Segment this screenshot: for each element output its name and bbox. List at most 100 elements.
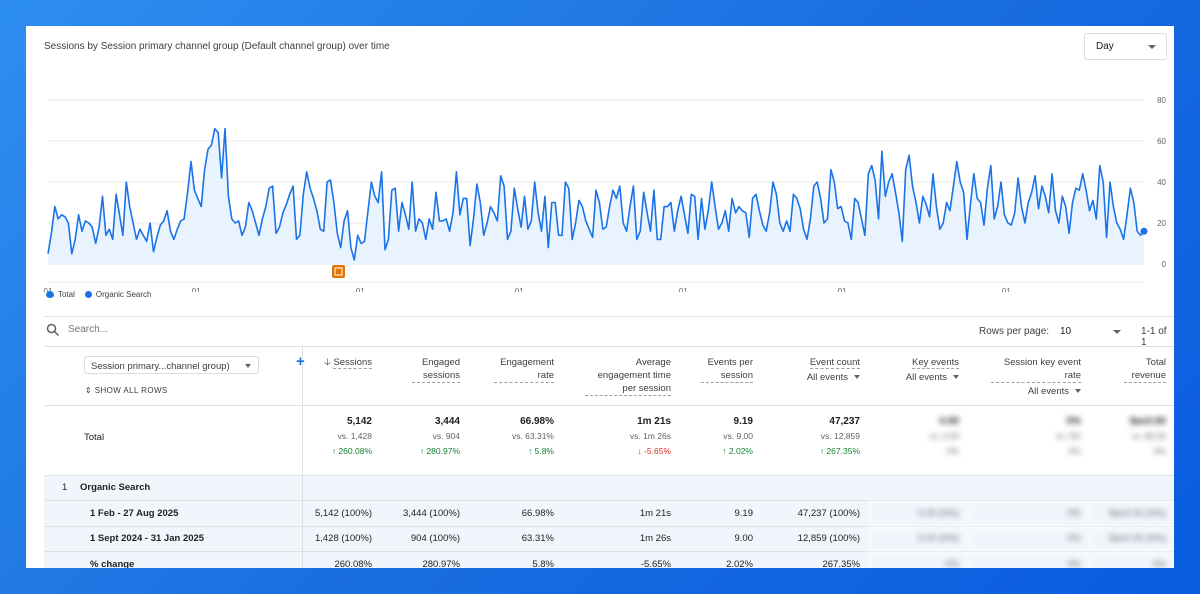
change-value: 0% <box>1068 445 1081 456</box>
change-value: 0% <box>946 445 959 456</box>
table-cell: 9.00 <box>679 525 761 552</box>
data-table: Session primary...channel group) + ⇕ SHO… <box>44 347 1174 568</box>
chart-legend: Total Organic Search <box>46 290 152 299</box>
rows-per-page-label: Rows per page: <box>979 326 1050 337</box>
x-tick-day: 01 <box>679 287 688 292</box>
total-value: 1m 21s <box>637 415 671 427</box>
change-value: ↑ 267.35% <box>819 445 860 456</box>
total-value: 3,444 <box>434 415 460 427</box>
table-cell: 47,237 (100%) <box>761 500 868 526</box>
search-input[interactable] <box>68 324 368 335</box>
table-cell: 1,428 (100%) <box>302 525 380 552</box>
column-header-engagement-rate[interactable]: Engagement rate <box>468 347 562 405</box>
column-header-events-per-session[interactable]: Events per session <box>679 347 761 405</box>
table-cell: 904 (100%) <box>380 525 468 552</box>
sessions-line-chart[interactable]: 80604020001Feb01Mar01Apr01May01Jun01Jul0… <box>26 62 1174 292</box>
comparison-value: vs. 63.31% <box>511 430 554 441</box>
show-all-rows-button[interactable]: ⇕ SHOW ALL ROWS <box>85 386 168 395</box>
legend-label: Organic Search <box>95 290 152 299</box>
x-tick-day: 01 <box>515 287 524 292</box>
sort-arrow-icon: 🡣 <box>323 357 334 368</box>
legend-item-organic[interactable]: Organic Search <box>84 290 152 299</box>
column-header-event-count[interactable]: Event count All events <box>761 347 868 405</box>
total-cell: 66.98% vs. 63.31% ↑ 5.8% <box>468 404 562 475</box>
event-filter-select[interactable]: All events <box>975 385 1081 398</box>
chart-title: Sessions by Session primary channel grou… <box>44 41 390 52</box>
change-value: ↓ -5.65% <box>637 445 671 456</box>
table-cell: 9.19 <box>679 500 761 526</box>
table-cell: $ac0.00 (0%) <box>1089 500 1174 526</box>
event-filter-select[interactable]: All events <box>876 371 959 384</box>
dot-icon <box>84 291 92 298</box>
table-cell: 66.98% <box>468 500 562 526</box>
row-label: 1 Organic Search <box>44 474 303 501</box>
y-tick-label: 0 <box>1162 260 1167 269</box>
table-cell: 0% <box>967 500 1089 526</box>
total-label: Total <box>44 404 303 475</box>
total-cell: 0% vs. 0% 0% <box>967 404 1089 475</box>
table-cell: 0% <box>967 551 1089 568</box>
column-header-avg-engagement-time[interactable]: Average engagement time per session <box>562 347 679 405</box>
granularity-value: Day <box>1096 41 1114 52</box>
total-cell: $ac0.00 vs. $0.00 0% <box>1089 404 1174 475</box>
table-cell: 280.97% <box>380 551 468 568</box>
comparison-value: vs. 0.00 <box>929 430 959 441</box>
annotation-icon <box>332 265 345 278</box>
table-row[interactable]: % change 260.08% 280.97% 5.8% -5.65% 2.02% 267… <box>44 551 1174 568</box>
change-value: ↑ 5.8% <box>528 445 554 456</box>
event-filter-select[interactable]: All events <box>769 371 860 384</box>
table-cell: 260.08% <box>302 551 380 568</box>
granularity-select[interactable]: Day <box>1084 33 1167 60</box>
row-label: 1 Feb - 27 Aug 2025 <box>44 500 303 526</box>
legend-label: Total <box>58 290 75 299</box>
x-tick-day: 01 <box>1002 287 1011 292</box>
change-value: ↑ 2.02% <box>722 445 753 456</box>
rows-per-page-select[interactable]: 10 <box>1057 322 1127 340</box>
comparison-value: vs. 1,428 <box>337 430 373 441</box>
change-value: ↑ 280.97% <box>419 445 460 456</box>
table-header-row: Session primary...channel group) + ⇕ SHO… <box>44 347 1174 405</box>
legend-item-total[interactable]: Total <box>46 290 75 299</box>
table-cell: 267.35% <box>761 551 868 568</box>
column-header-key-events[interactable]: Key events All events <box>868 347 967 405</box>
comparison-value: vs. $0.00 <box>1131 430 1167 441</box>
total-cell: 3,444 vs. 904 ↑ 280.97% <box>380 404 468 475</box>
row-label: 1 Sept 2024 - 31 Jan 2025 <box>44 525 303 552</box>
total-value: 66.98% <box>520 415 554 427</box>
table-cell: 12,859 (100%) <box>761 525 868 552</box>
column-header-engaged-sessions[interactable]: Engaged sessions <box>380 347 468 405</box>
y-tick-label: 60 <box>1157 137 1166 146</box>
y-tick-label: 80 <box>1157 96 1166 105</box>
table-cell: 5.8% <box>468 551 562 568</box>
table-row[interactable]: 1 Sept 2024 - 31 Jan 2025 1,428 (100%) 904… <box>44 525 1174 552</box>
annotation-icon-glyph <box>334 267 343 276</box>
chevron-down-icon <box>854 375 860 380</box>
table-cell: 0% <box>967 525 1089 552</box>
y-tick-label: 40 <box>1157 178 1166 187</box>
dimension-header: Session primary...channel group) + ⇕ SHO… <box>44 347 305 405</box>
column-header-sessions[interactable]: 🡣 Sessions <box>323 357 372 369</box>
table-cell: 0.00 (0%) <box>868 525 967 552</box>
chevron-down-icon <box>953 375 959 380</box>
column-header-session-key-event-rate[interactable]: Session key event rate All events <box>967 347 1089 405</box>
total-value: $ac0.00 <box>1129 415 1166 427</box>
table-cell: 0% <box>1089 551 1174 568</box>
pagination-label: 1-1 of 1 <box>1141 326 1167 348</box>
table-cell: $ac0.00 (0%) <box>1089 525 1174 552</box>
search-icon <box>46 323 60 337</box>
table-cell: 0% <box>868 551 967 568</box>
table-cell: 2.02% <box>679 551 761 568</box>
add-dimension-icon[interactable]: + <box>296 353 305 370</box>
comparison-value: vs. 12,859 <box>820 430 860 441</box>
total-cell: 5,142 vs. 1,428 ↑ 260.08% <box>302 404 380 475</box>
total-value: 0% <box>1066 415 1081 427</box>
total-row: Total 5,142 vs. 1,428 ↑ 260.08% 3,444 vs. 90… <box>44 404 1174 475</box>
column-header-total-revenue[interactable]: Total revenue <box>1089 347 1174 405</box>
table-cell: 0.00 (0%) <box>868 500 967 526</box>
table-row[interactable]: 1 Organic Search <box>44 474 1174 501</box>
dimension-select[interactable]: Session primary...channel group) <box>84 356 259 374</box>
table-row[interactable]: 1 Feb - 27 Aug 2025 5,142 (100%) 3,444 (10… <box>44 500 1174 526</box>
comparison-value: vs. 904 <box>432 430 460 441</box>
comparison-value: vs. 9.00 <box>723 430 753 441</box>
total-cell: 1m 21s vs. 1m 26s ↓ -5.65% <box>562 404 679 475</box>
